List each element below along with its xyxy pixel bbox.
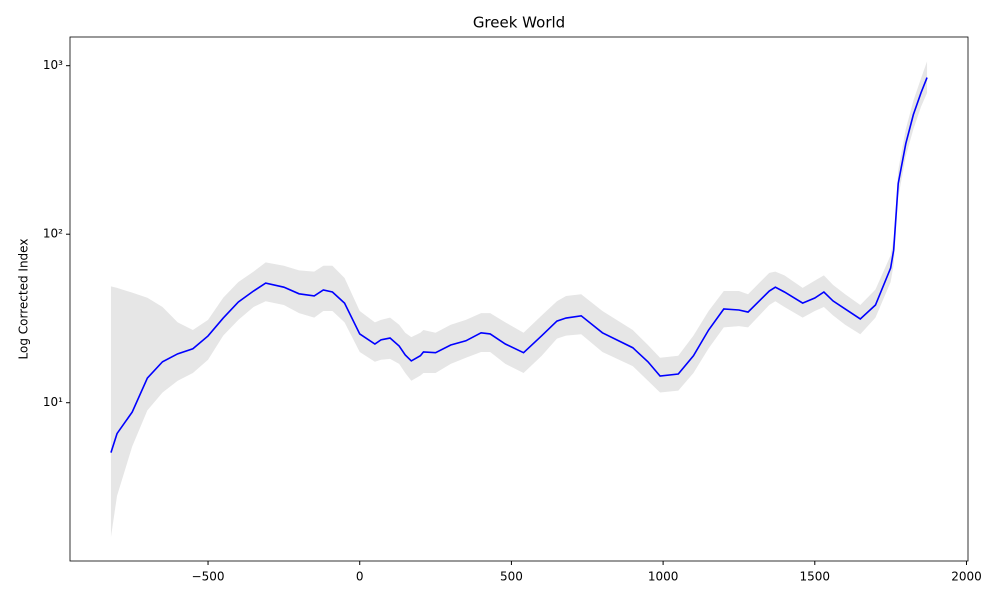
x-tick-label: 2000 <box>951 570 982 584</box>
x-tick-label: 1000 <box>648 570 679 584</box>
x-tick-label: 1500 <box>800 570 831 584</box>
y-tick-label: 10³ <box>43 58 63 72</box>
x-tick-label: 500 <box>500 570 523 584</box>
x-tick-label: 0 <box>356 570 364 584</box>
chart-title: Greek World <box>473 14 565 32</box>
y-axis-label: Log Corrected Index <box>17 239 31 360</box>
y-tick-label: 10¹ <box>43 395 63 409</box>
x-tick-label: −500 <box>192 570 225 584</box>
line <box>110 77 928 453</box>
y-tick-label: 10² <box>43 227 63 241</box>
plot-frame <box>69 36 969 562</box>
confidence-band <box>110 61 928 537</box>
